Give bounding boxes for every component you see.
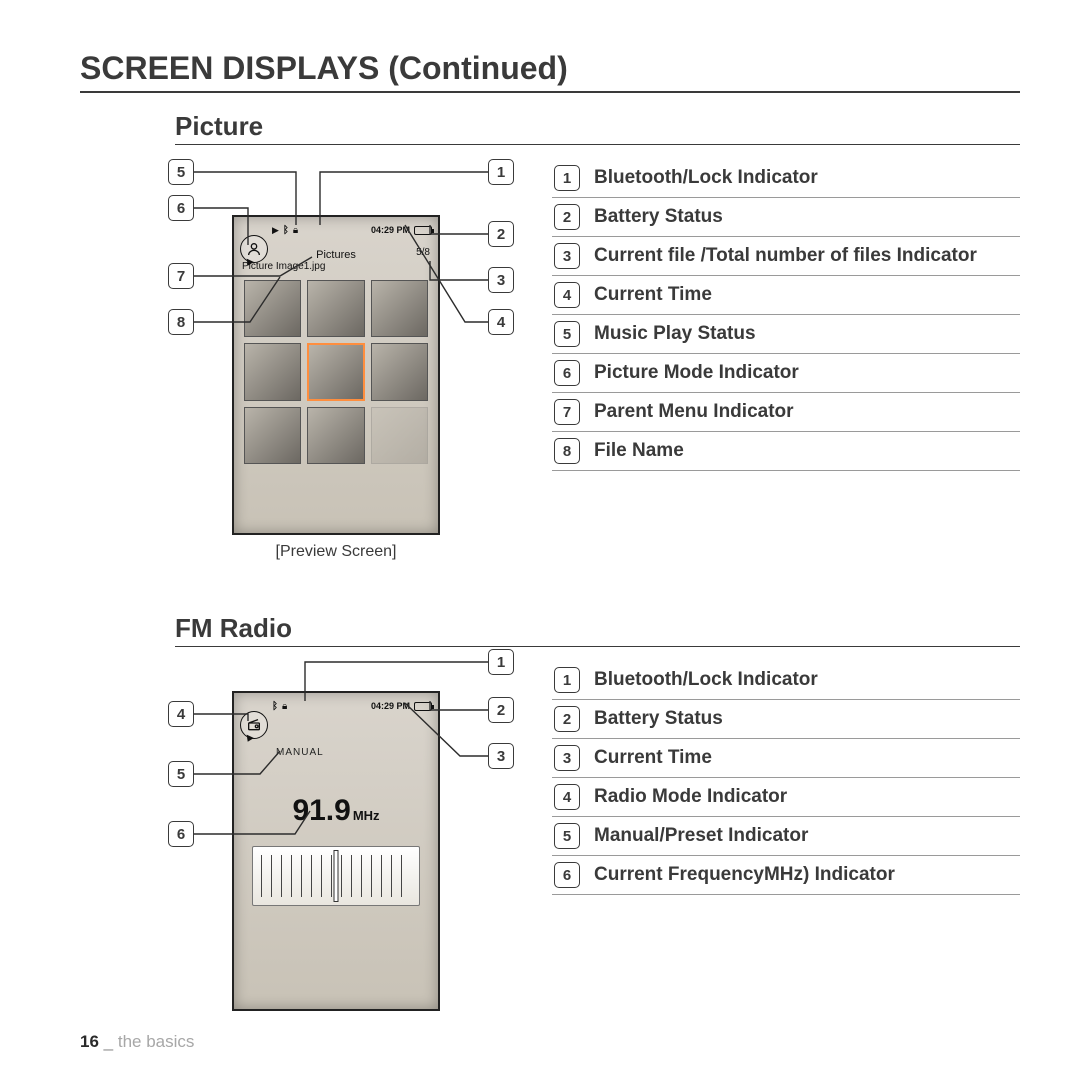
- callout-box-4: 4: [488, 309, 514, 335]
- frequency-unit: MHz: [353, 808, 380, 823]
- thumbnail: [307, 407, 364, 464]
- legend-row: 1 Bluetooth/Lock Indicator: [552, 661, 1020, 700]
- legend-text: Current FrequencyMHz) Indicator: [594, 864, 895, 886]
- callout-box-6: 6: [168, 821, 194, 847]
- legend-row: 3 Current Time: [552, 739, 1020, 778]
- legend-numbox: 1: [554, 165, 580, 191]
- thumbnail: [244, 407, 301, 464]
- current-time: 04:29 PM: [371, 701, 410, 711]
- callout-box-4: 4: [168, 701, 194, 727]
- fmradio-legend: 1 Bluetooth/Lock Indicator 2 Battery Statu…: [552, 661, 1020, 1031]
- thumbnail: [307, 280, 364, 337]
- radio-mode-icon: [240, 711, 268, 739]
- thumbnail: [371, 280, 428, 337]
- legend-row: 5 Manual/Preset Indicator: [552, 817, 1020, 856]
- legend-text: Music Play Status: [594, 323, 756, 345]
- fmradio-diagram: 4 5 6 1 2 3 ᛒ 🔒︎ 04:29 PM: [80, 661, 530, 1031]
- picture-diagram: 5 6 7 8 1 2 3 4 ▶ ᛒ 🔒︎ 04:29 PM: [80, 159, 530, 589]
- callout-box-1: 1: [488, 649, 514, 675]
- play-icon: ▶: [272, 225, 279, 236]
- callout-box-7: 7: [168, 263, 194, 289]
- legend-numbox: 2: [554, 706, 580, 732]
- legend-text: Picture Mode Indicator: [594, 362, 799, 384]
- legend-text: Current Time: [594, 284, 712, 306]
- legend-row: 7 Parent Menu Indicator: [552, 393, 1020, 432]
- page-title: SCREEN DISPLAYS (Continued): [80, 50, 1020, 93]
- bluetooth-icon: ᛒ: [283, 225, 289, 236]
- legend-numbox: 3: [554, 243, 580, 269]
- callout-box-6: 6: [168, 195, 194, 221]
- chapter-name: the basics: [118, 1032, 195, 1051]
- legend-numbox: 4: [554, 282, 580, 308]
- file-count-label: 5/8: [416, 247, 430, 258]
- legend-row: 6 Picture Mode Indicator: [552, 354, 1020, 393]
- legend-numbox: 7: [554, 399, 580, 425]
- legend-numbox: 8: [554, 438, 580, 464]
- legend-numbox: 5: [554, 321, 580, 347]
- callout-box-2: 2: [488, 221, 514, 247]
- legend-numbox: 6: [554, 360, 580, 386]
- legend-numbox: 2: [554, 204, 580, 230]
- legend-text: Current file /Total number of files Indi…: [594, 245, 977, 267]
- lock-icon: 🔒︎: [293, 225, 298, 236]
- thumbnail-grid: [234, 272, 438, 478]
- picture-legend: 1 Bluetooth/Lock Indicator 2 Battery Statu…: [552, 159, 1020, 589]
- legend-numbox: 6: [554, 862, 580, 888]
- legend-row: 4 Radio Mode Indicator: [552, 778, 1020, 817]
- bluetooth-icon: ᛒ: [272, 701, 278, 712]
- legend-numbox: 1: [554, 667, 580, 693]
- callout-box-5: 5: [168, 159, 194, 185]
- picture-device-screen: ▶ ᛒ 🔒︎ 04:29 PM Pictures Picture Image1.…: [232, 215, 440, 535]
- footer-separator: _: [104, 1032, 113, 1051]
- thumbnail: [371, 343, 428, 400]
- thumbnail: [244, 280, 301, 337]
- legend-row: 3 Current file /Total number of files Ind…: [552, 237, 1020, 276]
- legend-numbox: 3: [554, 745, 580, 771]
- callout-box-8: 8: [168, 309, 194, 335]
- battery-icon: [414, 226, 432, 235]
- tuning-dial: [252, 846, 420, 906]
- callout-box-2: 2: [488, 697, 514, 723]
- legend-text: Radio Mode Indicator: [594, 786, 787, 808]
- frequency-value: 91.9: [292, 794, 350, 827]
- callout-box-1: 1: [488, 159, 514, 185]
- callout-box-5: 5: [168, 761, 194, 787]
- legend-numbox: 5: [554, 823, 580, 849]
- legend-text: Bluetooth/Lock Indicator: [594, 669, 818, 691]
- picture-mode-icon: [240, 235, 268, 263]
- picture-section-title: Picture: [175, 111, 1020, 145]
- legend-numbox: 4: [554, 784, 580, 810]
- fmradio-section-title: FM Radio: [175, 613, 1020, 647]
- legend-row: 8 File Name: [552, 432, 1020, 471]
- legend-text: Battery Status: [594, 206, 723, 228]
- legend-row: 2 Battery Status: [552, 700, 1020, 739]
- lock-icon: 🔒︎: [282, 701, 287, 712]
- legend-row: 5 Music Play Status: [552, 315, 1020, 354]
- fmradio-device-screen: ᛒ 🔒︎ 04:29 PM MANUAL 91.9MHz: [232, 691, 440, 1011]
- legend-text: Manual/Preset Indicator: [594, 825, 808, 847]
- frequency-display: 91.9MHz: [234, 794, 438, 828]
- page-footer: 16 _ the basics: [80, 1032, 194, 1052]
- legend-row: 4 Current Time: [552, 276, 1020, 315]
- current-time: 04:29 PM: [371, 225, 410, 235]
- preview-caption: [Preview Screen]: [232, 543, 440, 561]
- fmradio-section: FM Radio 4 5 6 1 2 3 ᛒ 🔒︎ 04:29 PM: [80, 613, 1020, 1031]
- legend-text: Battery Status: [594, 708, 723, 730]
- page-number: 16: [80, 1032, 99, 1051]
- battery-icon: [414, 702, 432, 711]
- thumbnail: [244, 343, 301, 400]
- legend-row: 6 Current FrequencyMHz) Indicator: [552, 856, 1020, 895]
- legend-text: Current Time: [594, 747, 712, 769]
- thumbnail-selected: [307, 343, 364, 400]
- thumbnail: [371, 407, 428, 464]
- legend-text: File Name: [594, 440, 684, 462]
- manual-preset-label: MANUAL: [234, 747, 438, 758]
- legend-row: 1 Bluetooth/Lock Indicator: [552, 159, 1020, 198]
- picture-section: Picture 5 6 7 8 1 2 3 4 ▶ ᛒ 🔒︎ 04:29 PM: [80, 111, 1020, 589]
- legend-row: 2 Battery Status: [552, 198, 1020, 237]
- callout-box-3: 3: [488, 743, 514, 769]
- legend-text: Parent Menu Indicator: [594, 401, 794, 423]
- legend-text: Bluetooth/Lock Indicator: [594, 167, 818, 189]
- callout-box-3: 3: [488, 267, 514, 293]
